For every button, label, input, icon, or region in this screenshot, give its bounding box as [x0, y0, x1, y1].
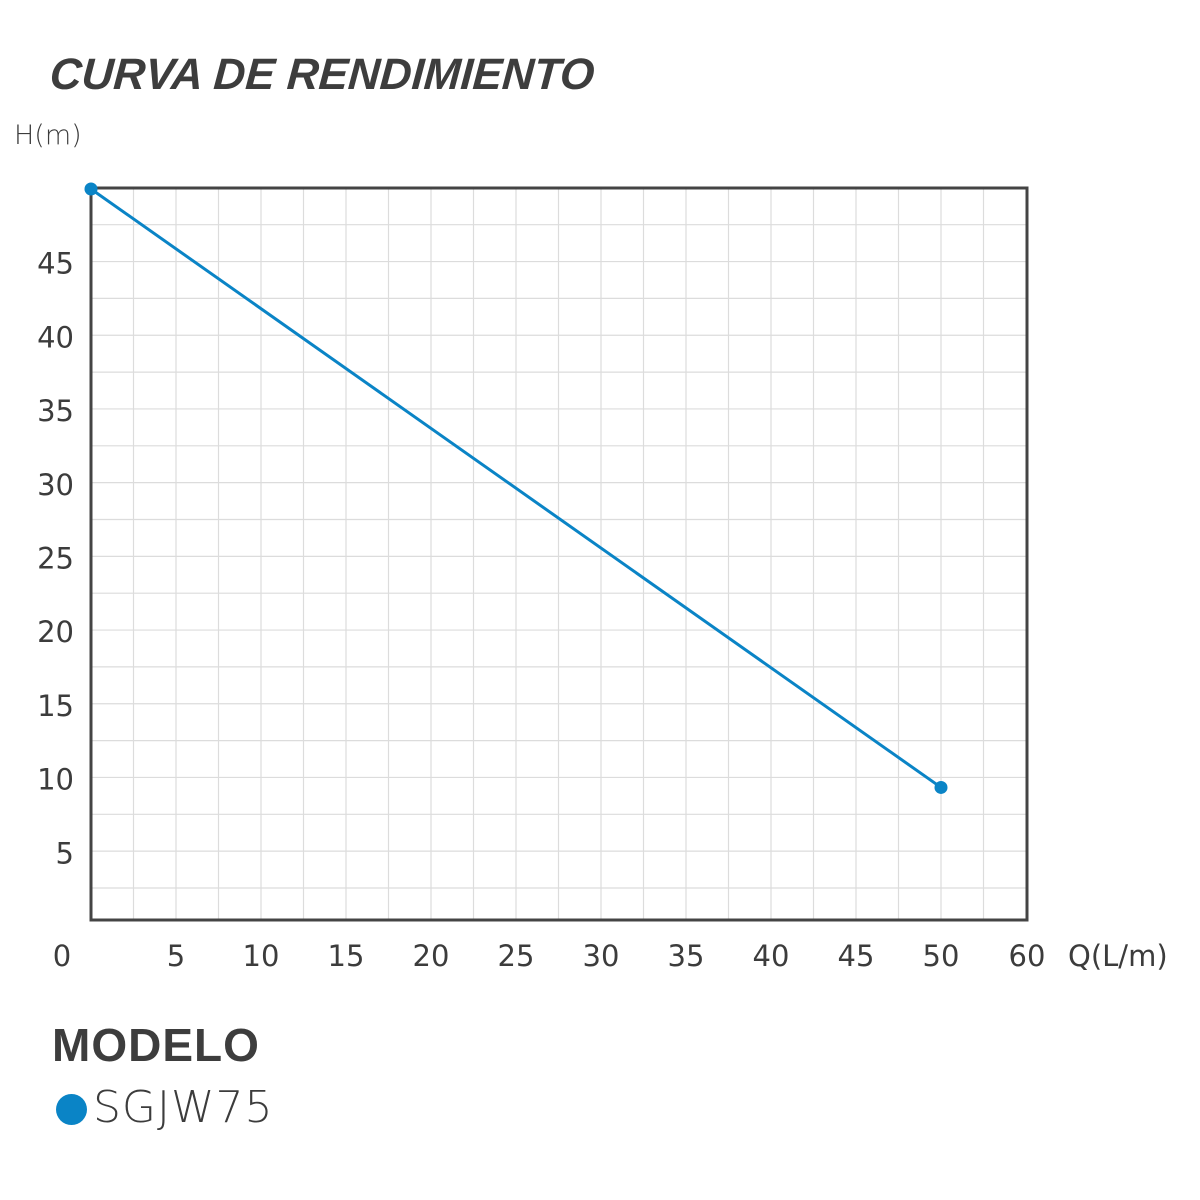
x-tick-label: 0 — [53, 939, 71, 973]
x-tick-label: 60 — [1009, 939, 1046, 973]
series-line — [90, 187, 942, 789]
y-tick-label: 15 — [37, 689, 74, 723]
legend-dot-icon — [56, 1094, 87, 1125]
x-axis-ticks: 0 5 10 15 20 25 30 35 40 45 50 60 — [53, 939, 1046, 973]
x-tick-label: 20 — [413, 939, 450, 973]
performance-chart: 5 10 15 20 25 30 35 40 45 0 5 10 15 20 25 30 35 40 45 50 60… — [37, 182, 1168, 973]
legend-item: SGJW75 — [56, 1082, 274, 1133]
legend-title: MODELO — [52, 1019, 260, 1071]
y-tick-label: 10 — [37, 763, 74, 797]
y-tick-label: 40 — [37, 320, 74, 354]
x-tick-label: 30 — [583, 939, 620, 973]
x-tick-label: 5 — [167, 939, 185, 973]
y-tick-label: 5 — [56, 836, 74, 870]
data-point-marker — [934, 780, 948, 794]
y-tick-label: 30 — [37, 468, 74, 502]
x-tick-label: 10 — [243, 939, 280, 973]
y-tick-label: 25 — [37, 542, 74, 576]
x-tick-label: 15 — [328, 939, 365, 973]
legend-item-label: SGJW75 — [93, 1082, 274, 1133]
x-tick-label: 35 — [668, 939, 705, 973]
grid-lines — [91, 188, 1027, 920]
y-tick-label: 35 — [37, 394, 74, 428]
data-point-marker — [84, 182, 98, 196]
y-tick-label: 45 — [37, 247, 74, 281]
x-tick-label: 40 — [753, 939, 790, 973]
x-tick-label: 50 — [923, 939, 960, 973]
x-tick-label: 25 — [498, 939, 535, 973]
series-sgjw75 — [84, 182, 948, 794]
plot-frame — [89, 186, 1029, 922]
y-tick-label: 20 — [37, 615, 74, 649]
x-axis-label: Q(L/m) — [1068, 939, 1168, 973]
y-axis-label: H(m) — [14, 120, 82, 151]
y-axis-ticks: 5 10 15 20 25 30 35 40 45 — [37, 247, 74, 871]
x-tick-label: 45 — [838, 939, 875, 973]
